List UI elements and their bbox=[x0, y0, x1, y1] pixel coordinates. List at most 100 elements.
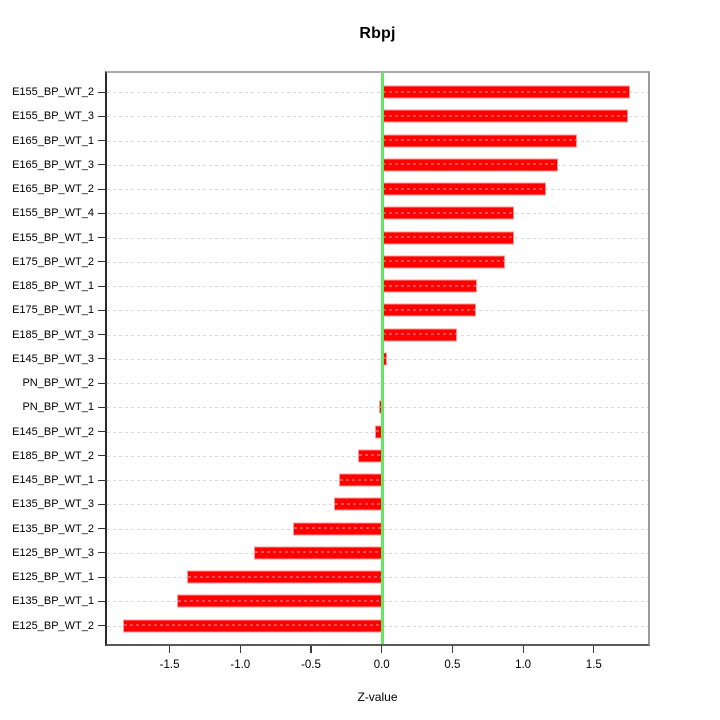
bar-dash-pattern bbox=[382, 260, 505, 262]
x-axis: -1.5 -1.0 -0.5 0.0 0.5 1.0 1.5 bbox=[105, 646, 650, 706]
x-axis-tick bbox=[593, 646, 595, 653]
y-axis-tick bbox=[98, 237, 107, 239]
category-label: E145_BP_WT_1 bbox=[12, 474, 94, 487]
bar bbox=[176, 594, 384, 608]
y-axis-tick bbox=[98, 261, 107, 263]
category-label: E185_BP_WT_2 bbox=[12, 449, 94, 462]
bar bbox=[381, 328, 458, 342]
category-label: E135_BP_WT_3 bbox=[12, 498, 94, 511]
category-label: E135_BP_WT_2 bbox=[12, 522, 94, 535]
bar bbox=[333, 497, 384, 511]
x-axis-tick-label: -1.5 bbox=[159, 659, 180, 671]
x-axis-tick-label: 0.0 bbox=[373, 659, 390, 671]
y-axis-tick bbox=[98, 334, 107, 336]
bar-dash-pattern bbox=[177, 600, 383, 602]
bar-row: E145_BP_WT_1 bbox=[12, 468, 648, 492]
bar-row: E155_BP_WT_1 bbox=[12, 226, 648, 250]
bar bbox=[381, 158, 558, 172]
gridline bbox=[107, 358, 648, 360]
y-axis-tick bbox=[98, 479, 107, 481]
bar bbox=[381, 182, 547, 196]
bar-dash-pattern bbox=[382, 139, 577, 141]
bar-row: E155_BP_WT_3 bbox=[12, 104, 648, 128]
bar-dash-pattern bbox=[382, 163, 557, 165]
category-label: E125_BP_WT_1 bbox=[12, 571, 94, 584]
bar-row: E125_BP_WT_3 bbox=[12, 541, 648, 565]
bar-row: E185_BP_WT_1 bbox=[12, 274, 648, 298]
bar-dash-pattern bbox=[375, 430, 383, 432]
category-label: E165_BP_WT_2 bbox=[12, 183, 94, 196]
bar-dash-pattern bbox=[340, 479, 383, 481]
bar-dash-pattern bbox=[382, 285, 476, 287]
gridline bbox=[107, 213, 648, 215]
bar-row: E145_BP_WT_3 bbox=[12, 347, 648, 371]
gridline bbox=[107, 407, 648, 409]
bar-row: E135_BP_WT_2 bbox=[12, 517, 648, 541]
bar bbox=[186, 570, 384, 584]
bar-row: E145_BP_WT_2 bbox=[12, 420, 648, 444]
y-axis-tick bbox=[98, 382, 107, 384]
gridline bbox=[107, 334, 648, 336]
bar bbox=[381, 279, 477, 293]
bar-row: PN_BP_WT_1 bbox=[22, 395, 648, 419]
y-axis-tick bbox=[98, 552, 107, 554]
y-axis-tick bbox=[98, 212, 107, 214]
y-axis-tick bbox=[98, 600, 107, 602]
bar-row: E165_BP_WT_3 bbox=[12, 153, 648, 177]
bar bbox=[381, 134, 578, 148]
category-label: E155_BP_WT_2 bbox=[12, 86, 94, 99]
bar-dash-pattern bbox=[334, 503, 383, 505]
bar-dash-pattern bbox=[187, 576, 383, 578]
y-axis-tick bbox=[98, 503, 107, 505]
x-axis-tick bbox=[451, 646, 454, 653]
bar-dash-pattern bbox=[382, 91, 629, 93]
category-label: E145_BP_WT_2 bbox=[12, 425, 94, 438]
plot-area: E155_BP_WT_2 E155_BP_WT_3 E165_BP_WT_1 E165… bbox=[12, 71, 650, 646]
category-label: E165_BP_WT_1 bbox=[12, 134, 94, 147]
y-axis-tick bbox=[98, 576, 107, 578]
category-label: E175_BP_WT_2 bbox=[12, 255, 94, 268]
category-label: E175_BP_WT_1 bbox=[12, 304, 94, 317]
bar-row: E125_BP_WT_2 bbox=[12, 614, 648, 638]
bar-dash-pattern bbox=[382, 309, 475, 311]
category-label: E185_BP_WT_3 bbox=[12, 328, 94, 341]
y-axis-tick bbox=[98, 309, 107, 311]
bar bbox=[339, 473, 384, 487]
bar-dash-pattern bbox=[382, 188, 546, 190]
y-axis-tick bbox=[98, 625, 107, 627]
y-axis-tick bbox=[98, 91, 107, 93]
bar-row: E165_BP_WT_2 bbox=[12, 177, 648, 201]
bar-row: E125_BP_WT_1 bbox=[12, 565, 648, 589]
bar-dash-pattern bbox=[293, 527, 383, 529]
category-label: E155_BP_WT_4 bbox=[12, 207, 94, 220]
gridline bbox=[107, 261, 648, 263]
bar-row: E155_BP_WT_4 bbox=[12, 201, 648, 225]
bar bbox=[381, 255, 506, 269]
bar bbox=[381, 109, 629, 123]
category-label: PN_BP_WT_1 bbox=[22, 401, 94, 414]
y-axis-tick bbox=[98, 285, 107, 287]
bar bbox=[122, 619, 384, 633]
bar-dash-pattern bbox=[382, 357, 386, 359]
gridline bbox=[107, 140, 648, 142]
gridline bbox=[107, 383, 648, 385]
bar-dash-pattern bbox=[123, 624, 383, 626]
bar-row: E155_BP_WT_2 bbox=[12, 80, 648, 104]
category-label: E135_BP_WT_1 bbox=[12, 595, 94, 608]
bar-dash-pattern bbox=[382, 212, 513, 214]
y-axis-tick bbox=[98, 140, 107, 142]
y-axis-tick bbox=[98, 115, 107, 117]
bar-row: E175_BP_WT_1 bbox=[12, 298, 648, 322]
category-label: E165_BP_WT_3 bbox=[12, 158, 94, 171]
x-axis-tick-label: -1.0 bbox=[230, 659, 251, 671]
gridline bbox=[107, 310, 648, 312]
y-axis-tick bbox=[98, 528, 107, 530]
x-axis-tick bbox=[310, 646, 312, 653]
bar-row: E165_BP_WT_1 bbox=[12, 129, 648, 153]
bar bbox=[254, 546, 384, 560]
bar bbox=[381, 303, 476, 317]
chart-title: Rbpj bbox=[359, 25, 396, 42]
bar-dash-pattern bbox=[382, 333, 457, 335]
y-axis-tick bbox=[98, 188, 107, 190]
x-axis-tick bbox=[381, 646, 383, 653]
